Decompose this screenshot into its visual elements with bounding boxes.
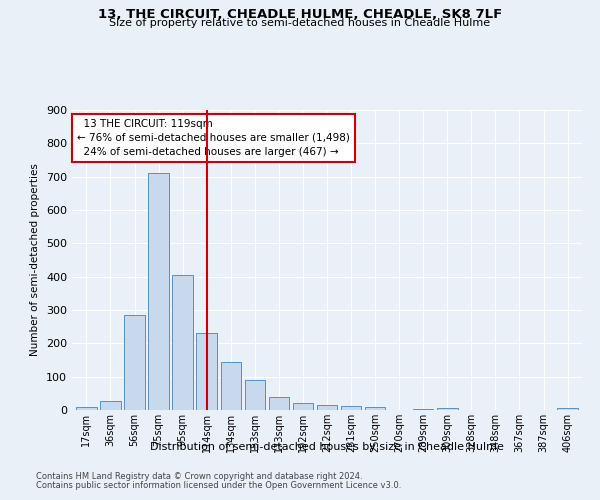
Text: Contains HM Land Registry data © Crown copyright and database right 2024.: Contains HM Land Registry data © Crown c… — [36, 472, 362, 481]
Bar — [196, 332, 217, 410]
Bar — [341, 406, 361, 410]
Bar — [148, 172, 169, 410]
Bar — [557, 408, 578, 410]
Bar — [365, 406, 385, 410]
Bar — [221, 362, 241, 410]
Bar — [124, 315, 145, 410]
Bar — [437, 408, 458, 410]
Text: 13 THE CIRCUIT: 119sqm
← 76% of semi-detached houses are smaller (1,498)
  24% o: 13 THE CIRCUIT: 119sqm ← 76% of semi-det… — [77, 119, 350, 157]
Bar — [100, 400, 121, 410]
Y-axis label: Number of semi-detached properties: Number of semi-detached properties — [31, 164, 40, 356]
Text: Size of property relative to semi-detached houses in Cheadle Hulme: Size of property relative to semi-detach… — [109, 18, 491, 28]
Bar — [413, 409, 433, 410]
Bar — [317, 406, 337, 410]
Bar — [172, 275, 193, 410]
Bar — [293, 404, 313, 410]
Text: Distribution of semi-detached houses by size in Cheadle Hulme: Distribution of semi-detached houses by … — [150, 442, 504, 452]
Text: 13, THE CIRCUIT, CHEADLE HULME, CHEADLE, SK8 7LF: 13, THE CIRCUIT, CHEADLE HULME, CHEADLE,… — [98, 8, 502, 20]
Bar — [269, 398, 289, 410]
Bar — [245, 380, 265, 410]
Bar — [76, 408, 97, 410]
Text: Contains public sector information licensed under the Open Government Licence v3: Contains public sector information licen… — [36, 481, 401, 490]
